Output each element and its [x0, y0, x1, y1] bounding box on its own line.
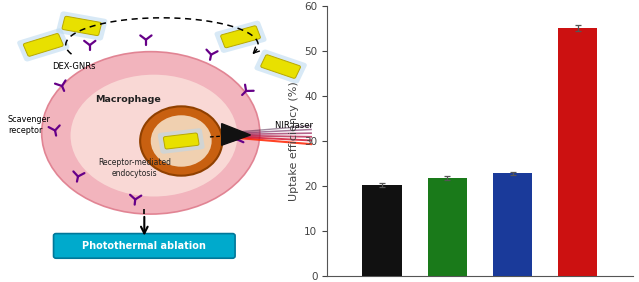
Ellipse shape — [42, 52, 260, 214]
FancyBboxPatch shape — [164, 133, 199, 149]
FancyBboxPatch shape — [158, 128, 204, 154]
Text: DEX-GNRs: DEX-GNRs — [52, 62, 95, 71]
Y-axis label: Uptake efficiency (%): Uptake efficiency (%) — [289, 81, 299, 201]
FancyBboxPatch shape — [215, 21, 266, 53]
Circle shape — [140, 106, 222, 176]
Text: Photothermal ablation: Photothermal ablation — [82, 241, 206, 251]
Bar — [362, 185, 401, 276]
FancyBboxPatch shape — [17, 28, 70, 61]
FancyBboxPatch shape — [56, 11, 107, 41]
FancyBboxPatch shape — [54, 233, 235, 258]
Ellipse shape — [70, 75, 237, 197]
FancyBboxPatch shape — [220, 26, 261, 48]
Bar — [493, 173, 532, 276]
Text: Receptor-mediated
endocytosis: Receptor-mediated endocytosis — [98, 158, 171, 179]
Text: Macrophage: Macrophage — [95, 94, 161, 103]
FancyBboxPatch shape — [24, 34, 63, 56]
Bar — [558, 28, 597, 276]
Bar — [427, 178, 467, 276]
Polygon shape — [222, 124, 250, 145]
Text: Scavenger
receptor: Scavenger receptor — [8, 115, 51, 135]
FancyBboxPatch shape — [261, 55, 300, 78]
Text: NIR laser: NIR laser — [275, 121, 312, 130]
FancyBboxPatch shape — [62, 16, 102, 36]
FancyBboxPatch shape — [254, 49, 307, 84]
Circle shape — [151, 115, 212, 167]
